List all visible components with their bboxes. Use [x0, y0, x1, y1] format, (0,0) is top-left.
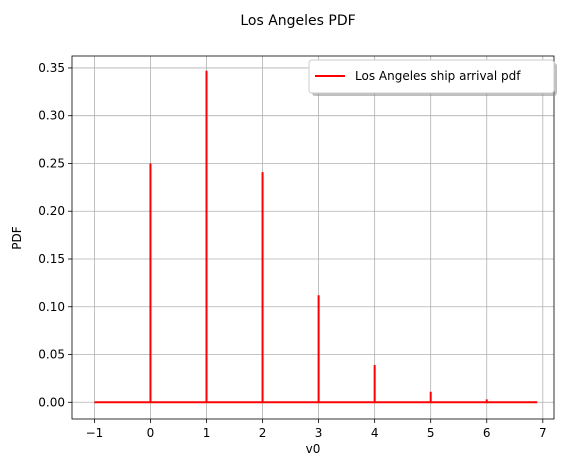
y-tick-label: 0.10 — [38, 300, 65, 314]
series-layer — [94, 70, 538, 404]
x-tick-label: 0 — [147, 426, 155, 440]
y-tick-label: 0.30 — [38, 109, 65, 123]
chart-title: Los Angeles PDF — [240, 13, 355, 29]
y-axis-label: PDF — [10, 226, 24, 249]
x-tick-label: 5 — [427, 426, 435, 440]
y-tick-label: 0.20 — [38, 204, 65, 218]
legend-box — [308, 59, 555, 94]
x-tick-label: 1 — [203, 426, 211, 440]
y-axis-ticks: 0.00 0.05 0.10 0.15 0.20 0.25 0.30 0.35 — [38, 61, 72, 409]
y-tick-label: 0.00 — [38, 395, 65, 409]
x-tick-label: 6 — [483, 426, 491, 440]
y-tick-label: 0.05 — [38, 348, 65, 362]
x-tick-label: 4 — [371, 426, 379, 440]
x-tick-label: 3 — [315, 426, 323, 440]
y-tick-label: 0.35 — [38, 61, 65, 75]
x-axis-ticks: −1 0 1 2 3 4 5 6 7 — [86, 419, 547, 440]
plot-frame — [71, 55, 555, 420]
y-tick-label: 0.25 — [38, 156, 65, 170]
grid — [72, 56, 554, 419]
x-tick-label: 2 — [259, 426, 267, 440]
x-tick-label: 7 — [539, 426, 547, 440]
x-axis-label: v0 — [306, 442, 321, 456]
y-tick-label: 0.15 — [38, 252, 65, 266]
x-tick-label: −1 — [86, 426, 104, 440]
legend-entry-label: Los Angeles ship arrival pdf — [355, 69, 521, 83]
legend: Los Angeles ship arrival pdf — [308, 59, 557, 96]
